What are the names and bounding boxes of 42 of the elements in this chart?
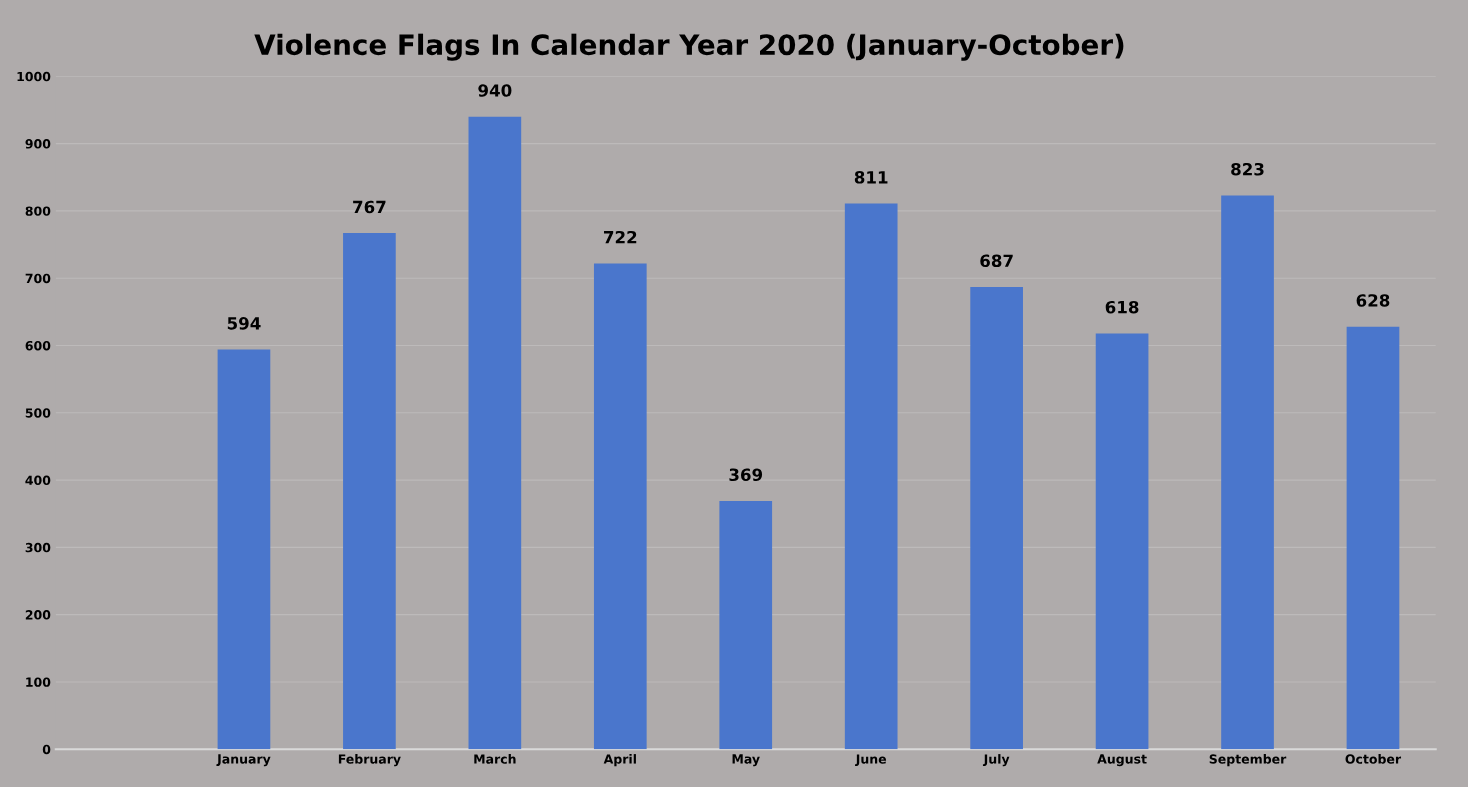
data-label: 722 [604,230,637,244]
bar [844,203,898,750]
y-tick-label: 600 [25,340,51,351]
y-tick-label: 400 [25,475,51,485]
data-label: 811 [854,171,888,184]
data-label: 767 [353,200,386,214]
data-label: 628 [1356,294,1390,307]
bar [719,500,773,750]
y-tick-label: 500 [25,408,51,418]
y-tick-label: 900 [25,139,51,149]
y-tick-label: 0 [42,744,51,755]
y-tick-label: 200 [25,610,51,620]
bar [343,233,396,750]
bar [1221,195,1274,750]
x-tick-label: March [474,754,516,764]
data-label: 618 [1105,300,1139,314]
x-tick-label: August [1097,754,1147,767]
x-tick-label: July [982,754,1010,767]
y-tick-label: 700 [25,273,51,284]
y-tick-label: 100 [26,677,51,687]
chart-title: Violence Flags In Calendar Year 2020 (January-October) [254,33,1124,61]
data-label: 823 [1231,162,1264,176]
data-label: 594 [227,317,261,330]
bar [593,263,647,750]
y-tick-label: 1000 [17,71,51,82]
x-tick-label: September [1209,754,1287,767]
x-tick-label: October [1345,754,1402,764]
data-label: 687 [980,254,1013,268]
bar [1095,333,1149,750]
x-tick-label: April [603,754,636,767]
x-tick-label: June [855,754,887,767]
bar [1346,326,1400,750]
data-label: 940 [478,84,512,97]
bar [468,116,522,750]
bar [217,349,271,750]
y-tick-label: 800 [25,206,51,216]
bar [970,286,1023,750]
x-tick-label: May [732,754,760,767]
x-tick-label: January [216,754,271,767]
data-label: 369 [729,468,763,482]
x-tick-label: February [338,754,401,767]
y-tick-label: 300 [25,542,51,553]
